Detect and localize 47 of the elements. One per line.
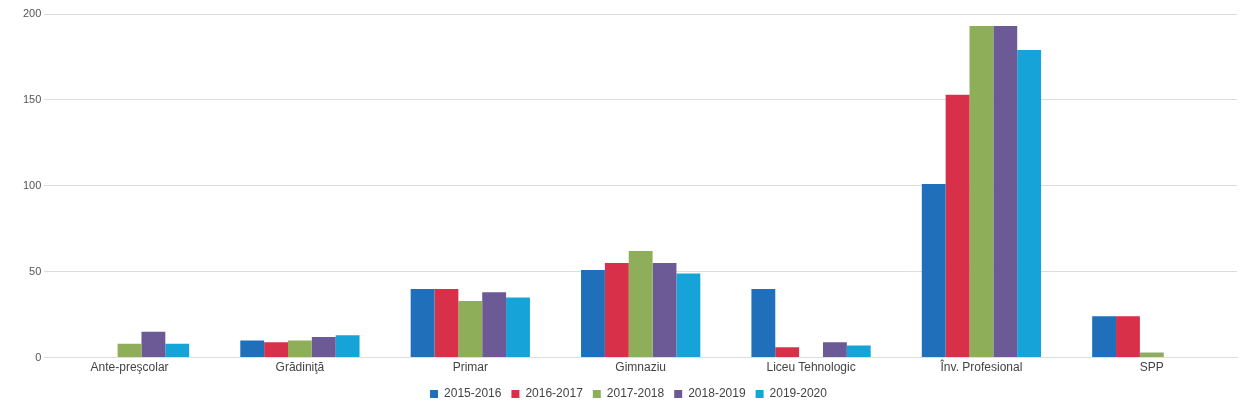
legend-label: 2017-2018 (606, 386, 665, 401)
bar (1116, 316, 1140, 358)
bar (458, 300, 483, 358)
y-tick-label: 100 (22, 178, 42, 191)
legend-label: 2019-2020 (769, 386, 828, 401)
bar (117, 343, 142, 358)
y-tick-label: 0 (35, 350, 42, 363)
bar (993, 26, 1018, 358)
x-tick-label: Grădiniţă (275, 360, 325, 375)
x-tick-label: Primar (452, 360, 488, 375)
bar (604, 263, 629, 358)
legend-label: 2016-2017 (525, 386, 584, 401)
bar (751, 288, 776, 358)
bar (506, 297, 530, 358)
legend-label: 2018-2019 (688, 386, 746, 401)
bar (1017, 50, 1042, 358)
bar (652, 263, 677, 358)
bar (969, 26, 994, 358)
bar (434, 288, 459, 358)
y-tick-label: 200 (22, 7, 42, 20)
bar (1092, 316, 1117, 358)
bar (410, 288, 435, 358)
y-tick-label: 50 (29, 264, 42, 277)
bar (1139, 352, 1164, 358)
bar (775, 347, 800, 358)
bar (581, 269, 605, 358)
y-tick-label: 150 (22, 92, 42, 105)
x-tick-label: SPP (1139, 360, 1164, 375)
bar (945, 94, 970, 358)
x-tick-label: Gimnaziu (615, 360, 667, 375)
bar (921, 184, 946, 358)
x-tick-label: Înv. Profesional (939, 359, 1023, 375)
bar (676, 273, 701, 358)
bar (822, 342, 847, 358)
bar (165, 343, 190, 358)
bar (846, 345, 871, 358)
bar (482, 292, 507, 358)
x-tick-label: Ante-preşcolar (90, 360, 169, 375)
bar (287, 340, 312, 358)
bar (311, 336, 336, 358)
bar (628, 251, 653, 358)
bar (335, 335, 360, 358)
bar (240, 340, 265, 358)
bar (141, 331, 166, 358)
x-tick-label: Liceu Tehnologic (766, 360, 856, 375)
bar (264, 342, 288, 358)
legend-label: 2015-2016 (444, 386, 502, 401)
